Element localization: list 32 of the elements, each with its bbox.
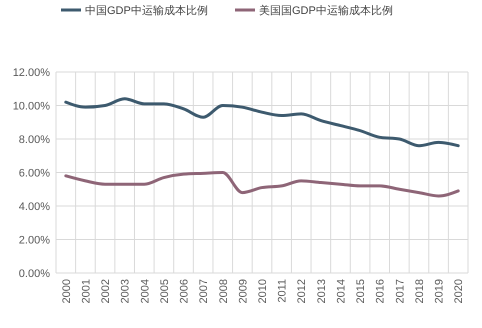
x-tick-label: 2001 bbox=[80, 279, 92, 304]
line-series bbox=[64, 171, 460, 198]
y-tick-label: 10.00% bbox=[12, 100, 50, 112]
y-tick-label: 2.00% bbox=[18, 234, 50, 246]
x-tick-label: 2018 bbox=[414, 279, 426, 304]
x-tick-label: 2014 bbox=[335, 279, 348, 304]
x-tick-label: 2009 bbox=[237, 279, 250, 304]
x-tick-label: 2010 bbox=[257, 279, 269, 304]
x-tick-label: 2006 bbox=[178, 279, 191, 304]
y-tick-label: 8.00% bbox=[18, 134, 50, 146]
x-tick-label: 2002 bbox=[100, 279, 112, 304]
x-tick-label: 2007 bbox=[198, 279, 210, 304]
x-tick-label: 2019 bbox=[434, 279, 446, 304]
x-tick-label: 2008 bbox=[218, 279, 230, 304]
legend-label: 美国国GDP中运输成本比例 bbox=[259, 4, 393, 17]
y-tick-label: 6.00% bbox=[18, 167, 50, 180]
x-tick-label: 2003 bbox=[120, 279, 132, 304]
x-tick-label: 2015 bbox=[355, 279, 368, 304]
y-tick-label: 0.00% bbox=[18, 268, 50, 280]
y-tick-label: 4.00% bbox=[18, 200, 50, 213]
x-tick-label: 2000 bbox=[60, 279, 73, 304]
line-series bbox=[64, 97, 460, 148]
legend-label: 中国GDP中运输成本比例 bbox=[85, 4, 208, 17]
x-tick-label: 2017 bbox=[394, 279, 406, 304]
x-tick-label: 2011 bbox=[276, 279, 289, 303]
x-tick-label: 2016 bbox=[374, 279, 387, 304]
x-tick-label: 2012 bbox=[296, 279, 308, 304]
x-tick-label: 2005 bbox=[158, 279, 171, 304]
x-tick-label: 2004 bbox=[139, 279, 152, 304]
x-tick-label: 2013 bbox=[316, 279, 328, 304]
x-tick-label: 2020 bbox=[453, 279, 466, 304]
y-tick-label: 12.00% bbox=[12, 66, 50, 79]
